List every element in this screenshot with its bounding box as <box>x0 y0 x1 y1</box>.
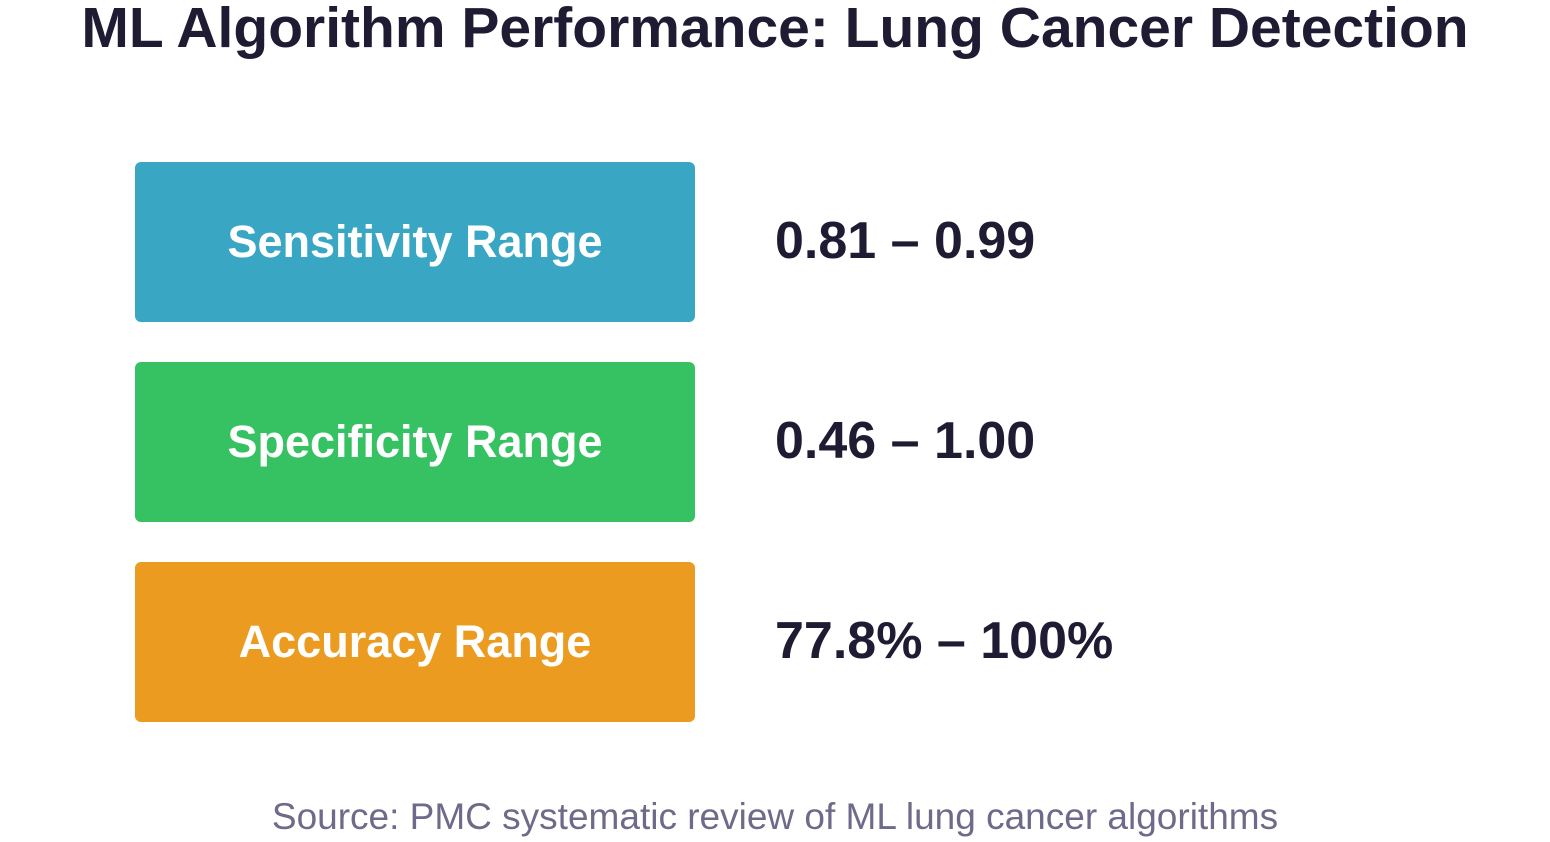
metric-label-box-accuracy: Accuracy Range <box>135 562 695 722</box>
metric-label-box-specificity: Specificity Range <box>135 362 695 522</box>
metric-label-box-sensitivity: Sensitivity Range <box>135 162 695 322</box>
metric-value-sensitivity: 0.81 – 0.99 <box>775 212 1036 270</box>
metric-row-specificity: Specificity Range 0.46 – 1.00 <box>135 362 1235 522</box>
metric-label-accuracy: Accuracy Range <box>238 616 592 667</box>
metric-row-sensitivity: Sensitivity Range 0.81 – 0.99 <box>135 162 1235 322</box>
source-note: Source: PMC systematic review of ML lung… <box>271 796 1279 837</box>
page-title: ML Algorithm Performance: Lung Cancer De… <box>81 0 1469 60</box>
metric-label-specificity: Specificity Range <box>227 416 603 467</box>
metric-label-sensitivity: Sensitivity Range <box>227 216 603 267</box>
metric-row-accuracy: Accuracy Range 77.8% – 100% <box>135 562 1235 722</box>
metric-value-accuracy: 77.8% – 100% <box>775 612 1114 670</box>
metric-value-specificity: 0.46 – 1.00 <box>775 412 1036 470</box>
